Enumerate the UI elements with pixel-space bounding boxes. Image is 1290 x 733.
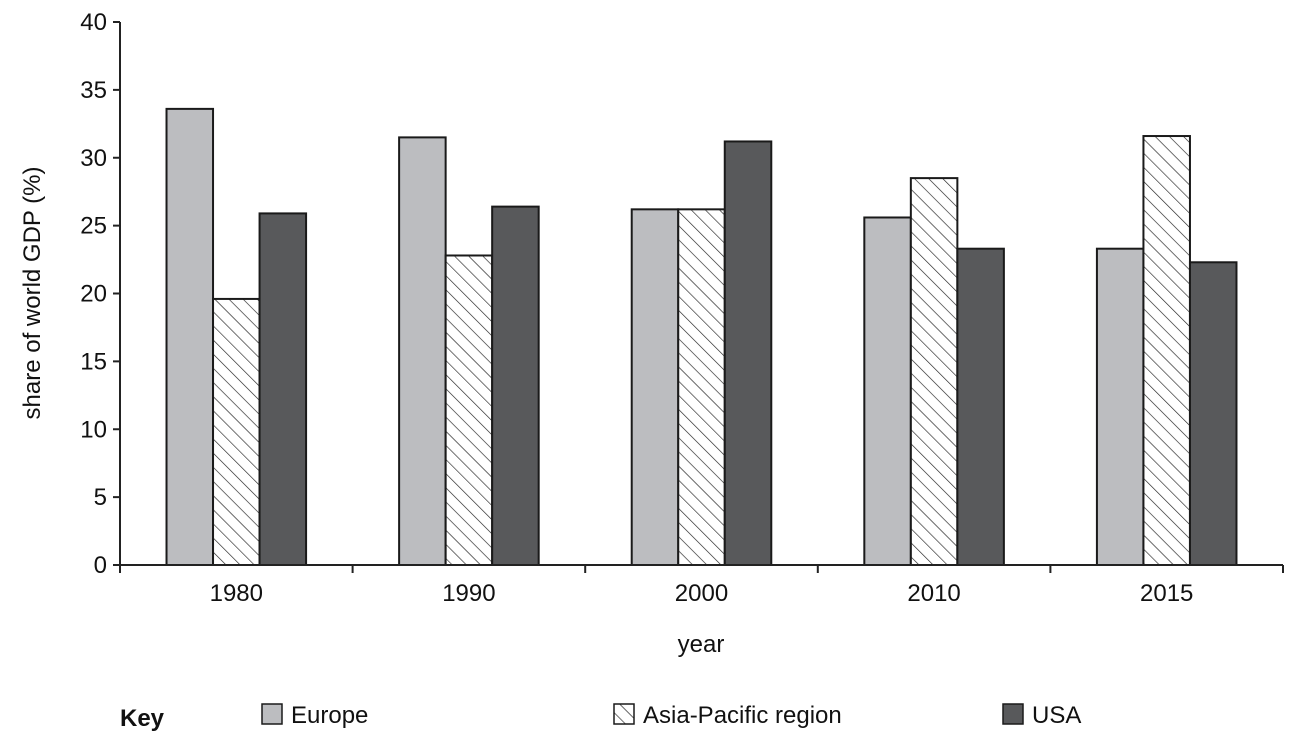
legend-label-asia-pacific-region: Asia-Pacific region [643,702,842,729]
bar-europe-1980 [165,107,215,566]
y-tick-label: 10 [80,416,107,443]
legend-swatch-usa [1002,703,1024,725]
legend-swatch-europe [261,703,283,725]
x-axis-label: year [678,631,725,658]
x-tick-label: 1980 [210,580,263,607]
legend-items: Europe Asia-Pacific region USA [261,702,1081,729]
y-tick-label: 35 [80,77,107,104]
y-tick-label: 20 [80,281,107,308]
bar-europe-2000 [630,208,680,567]
bar-asia-pacific-region-1990 [444,254,494,567]
y-axis-label: share of world GDP (%) [19,167,46,420]
bar-usa-2015 [1188,261,1238,566]
legend-swatch-asia-pacific-region [613,703,635,725]
x-tick-label: 2010 [907,580,960,607]
bar-usa-2010 [956,247,1005,566]
bar-asia-pacific-region-2015 [1142,135,1191,566]
legend: Key Europe Asia-Pacific region USA [120,702,1081,732]
bar-usa-2000 [723,140,773,567]
bar-usa-1980 [258,212,308,566]
x-tick-label: 2015 [1140,580,1193,607]
legend-label-europe: Europe [291,702,368,729]
bar-asia-pacific-region-2000 [677,208,726,567]
legend-title: Key [120,705,165,732]
legend-label-usa: USA [1032,702,1081,729]
bar-usa-1990 [491,205,540,566]
bar-asia-pacific-region-2010 [909,177,959,567]
y-tick-label: 5 [94,484,107,511]
bar-asia-pacific-region-1980 [212,297,261,566]
y-tick-label: 0 [94,552,107,579]
x-tick-label: 2000 [675,580,728,607]
y-tick-label: 40 [80,9,107,36]
y-tick-label: 30 [80,145,107,172]
y-tick-label: 15 [80,348,107,375]
bar-europe-2015 [1095,247,1145,566]
x-tick-label: 1990 [442,580,495,607]
plot-area [165,107,1238,567]
bar-europe-2010 [863,216,912,566]
y-tick-label: 25 [80,213,107,240]
y-axis-ticks: 0 5 10 15 20 25 30 35 40 [80,9,120,579]
x-axis-ticks: 1980 1990 2000 2010 2015 [119,565,1284,607]
bar-europe-1990 [398,136,447,566]
